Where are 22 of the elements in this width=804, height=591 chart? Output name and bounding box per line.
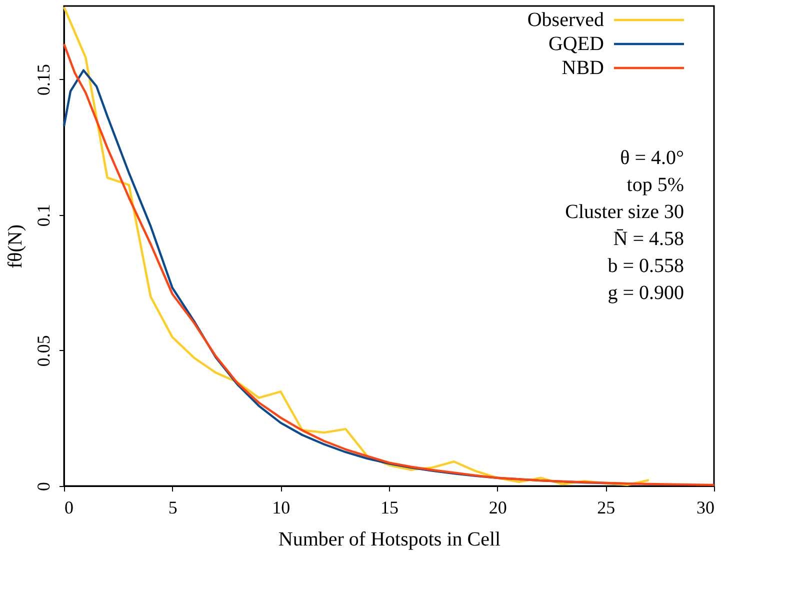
annotation: g = 0.900 — [608, 282, 684, 304]
x-tick-label: 20 — [488, 498, 507, 518]
legend-label: NBD — [562, 57, 604, 79]
y-tick-label: 0 — [34, 482, 54, 491]
legend-label: Observed — [527, 9, 604, 31]
x-tick-label: 5 — [168, 498, 178, 518]
y-tick-label: 0.05 — [34, 335, 54, 367]
y-tick-label: 0.1 — [34, 204, 54, 227]
y-tick-label: 0.15 — [34, 64, 54, 96]
x-axis-title: Number of Hotspots in Cell — [278, 528, 502, 550]
x-tick-label: 15 — [380, 498, 398, 518]
x-tick-label: 30 — [696, 498, 714, 518]
legend-label: GQED — [548, 33, 604, 55]
annotation: θ = 4.0° — [620, 147, 684, 169]
y-axis-title: fθ(N) — [4, 224, 26, 269]
annotation: top 5% — [626, 174, 684, 196]
x-tick-label: 10 — [272, 498, 290, 518]
annotation: b = 0.558 — [608, 255, 684, 277]
annotation: N̄ = 4.58 — [613, 228, 684, 250]
annotation: Cluster size 30 — [565, 201, 684, 223]
x-tick-label: 0 — [64, 498, 74, 518]
x-tick-label: 25 — [597, 498, 616, 518]
